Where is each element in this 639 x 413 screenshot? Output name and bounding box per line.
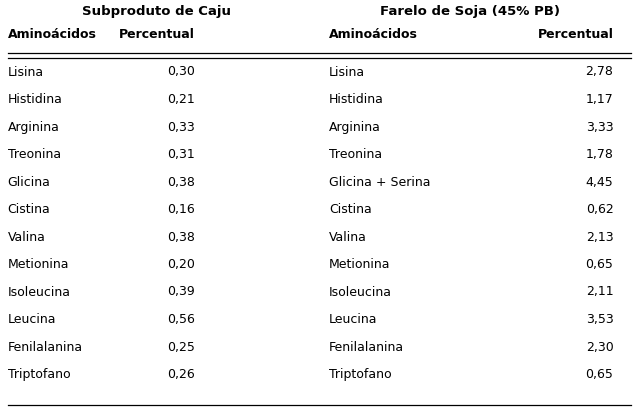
Text: Metionina: Metionina <box>329 258 390 271</box>
Text: Fenilalanina: Fenilalanina <box>329 340 404 354</box>
Text: Arginina: Arginina <box>8 121 59 133</box>
Text: 4,45: 4,45 <box>586 176 613 188</box>
Text: 0,39: 0,39 <box>167 285 195 299</box>
Text: 1,78: 1,78 <box>585 148 613 161</box>
Text: Treonina: Treonina <box>8 148 61 161</box>
Text: Fenilalanina: Fenilalanina <box>8 340 83 354</box>
Text: 0,38: 0,38 <box>167 176 195 188</box>
Text: 0,65: 0,65 <box>585 258 613 271</box>
Text: Treonina: Treonina <box>329 148 382 161</box>
Text: Cistina: Cistina <box>329 203 372 216</box>
Text: 0,65: 0,65 <box>585 368 613 381</box>
Text: 2,78: 2,78 <box>585 66 613 78</box>
Text: Aminoácidos: Aminoácidos <box>329 28 418 41</box>
Text: 0,16: 0,16 <box>167 203 195 216</box>
Text: Histidina: Histidina <box>8 93 63 106</box>
Text: 0,25: 0,25 <box>167 340 195 354</box>
Text: Isoleucina: Isoleucina <box>8 285 71 299</box>
Text: Percentual: Percentual <box>119 28 195 41</box>
Text: 0,31: 0,31 <box>167 148 195 161</box>
Text: 2,13: 2,13 <box>586 230 613 244</box>
Text: Valina: Valina <box>329 230 367 244</box>
Text: Valina: Valina <box>8 230 45 244</box>
Text: 3,53: 3,53 <box>586 313 613 326</box>
Text: Arginina: Arginina <box>329 121 381 133</box>
Text: Leucina: Leucina <box>8 313 56 326</box>
Text: Glicina + Serina: Glicina + Serina <box>329 176 431 188</box>
Text: Percentual: Percentual <box>537 28 613 41</box>
Text: Lisina: Lisina <box>8 66 44 78</box>
Text: Leucina: Leucina <box>329 313 378 326</box>
Text: Metionina: Metionina <box>8 258 69 271</box>
Text: Aminoácidos: Aminoácidos <box>8 28 96 41</box>
Text: 0,38: 0,38 <box>167 230 195 244</box>
Text: Cistina: Cistina <box>8 203 50 216</box>
Text: 0,26: 0,26 <box>167 368 195 381</box>
Text: Farelo de Soja (45% PB): Farelo de Soja (45% PB) <box>380 5 560 19</box>
Text: Glicina: Glicina <box>8 176 50 188</box>
Text: 0,21: 0,21 <box>167 93 195 106</box>
Text: 2,30: 2,30 <box>586 340 613 354</box>
Text: 3,33: 3,33 <box>586 121 613 133</box>
Text: Lisina: Lisina <box>329 66 366 78</box>
Text: Isoleucina: Isoleucina <box>329 285 392 299</box>
Text: Subproduto de Caju: Subproduto de Caju <box>82 5 231 19</box>
Text: 0,20: 0,20 <box>167 258 195 271</box>
Text: 0,62: 0,62 <box>586 203 613 216</box>
Text: 0,30: 0,30 <box>167 66 195 78</box>
Text: 2,11: 2,11 <box>586 285 613 299</box>
Text: 0,33: 0,33 <box>167 121 195 133</box>
Text: Triptofano: Triptofano <box>8 368 70 381</box>
Text: Histidina: Histidina <box>329 93 384 106</box>
Text: Triptofano: Triptofano <box>329 368 392 381</box>
Text: 0,56: 0,56 <box>167 313 195 326</box>
Text: 1,17: 1,17 <box>586 93 613 106</box>
